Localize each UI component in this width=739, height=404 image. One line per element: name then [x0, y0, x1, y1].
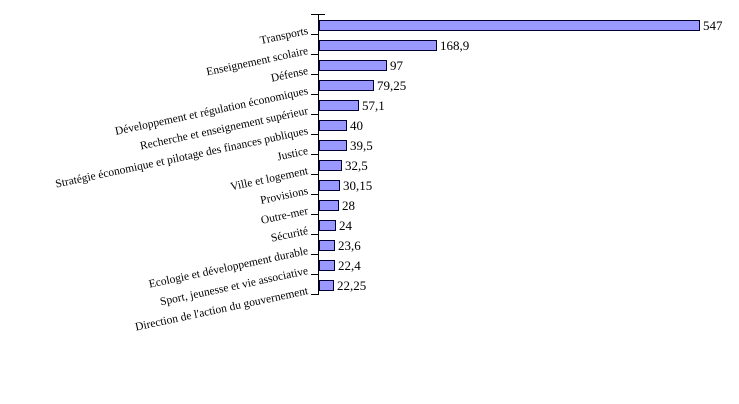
bar — [319, 180, 340, 191]
axis-tick — [311, 54, 318, 55]
axis-tick — [311, 74, 318, 75]
axis-tick — [311, 14, 318, 15]
value-label: 30,15 — [343, 178, 373, 193]
bar — [319, 140, 347, 151]
axis-tick — [311, 34, 318, 35]
value-label: 32,5 — [345, 158, 368, 173]
value-label: 24 — [339, 218, 352, 233]
axis-tick — [311, 194, 318, 195]
bar — [319, 120, 347, 131]
axis-tick — [311, 174, 318, 175]
value-label: 40 — [350, 118, 363, 133]
axis-tick — [311, 214, 318, 215]
bar — [319, 260, 335, 271]
bar — [319, 280, 334, 291]
value-label: 28 — [342, 198, 355, 213]
value-label: 22,4 — [338, 258, 361, 273]
value-label: 23,6 — [338, 238, 361, 253]
value-label: 547 — [703, 18, 723, 33]
bar — [319, 220, 336, 231]
bar — [319, 240, 335, 251]
bar — [319, 160, 342, 171]
axis-tick — [319, 14, 325, 15]
category-axis-line — [318, 14, 319, 295]
value-label: 79,25 — [377, 78, 407, 93]
value-label: 168,9 — [440, 38, 470, 53]
value-label: 22,25 — [337, 278, 367, 293]
value-label: 39,5 — [350, 138, 373, 153]
axis-tick — [311, 274, 318, 275]
axis-tick — [311, 254, 318, 255]
value-label: 57,1 — [362, 98, 385, 113]
bar — [319, 100, 359, 111]
axis-tick — [311, 234, 318, 235]
value-label: 97 — [390, 58, 403, 73]
bar — [319, 200, 339, 211]
axis-tick — [311, 134, 318, 135]
bar — [319, 60, 387, 71]
axis-tick — [311, 154, 318, 155]
bar — [319, 20, 700, 31]
axis-tick — [311, 114, 318, 115]
axis-tick — [311, 94, 318, 95]
bar — [319, 40, 437, 51]
bar — [319, 80, 374, 91]
axis-tick — [311, 294, 318, 295]
